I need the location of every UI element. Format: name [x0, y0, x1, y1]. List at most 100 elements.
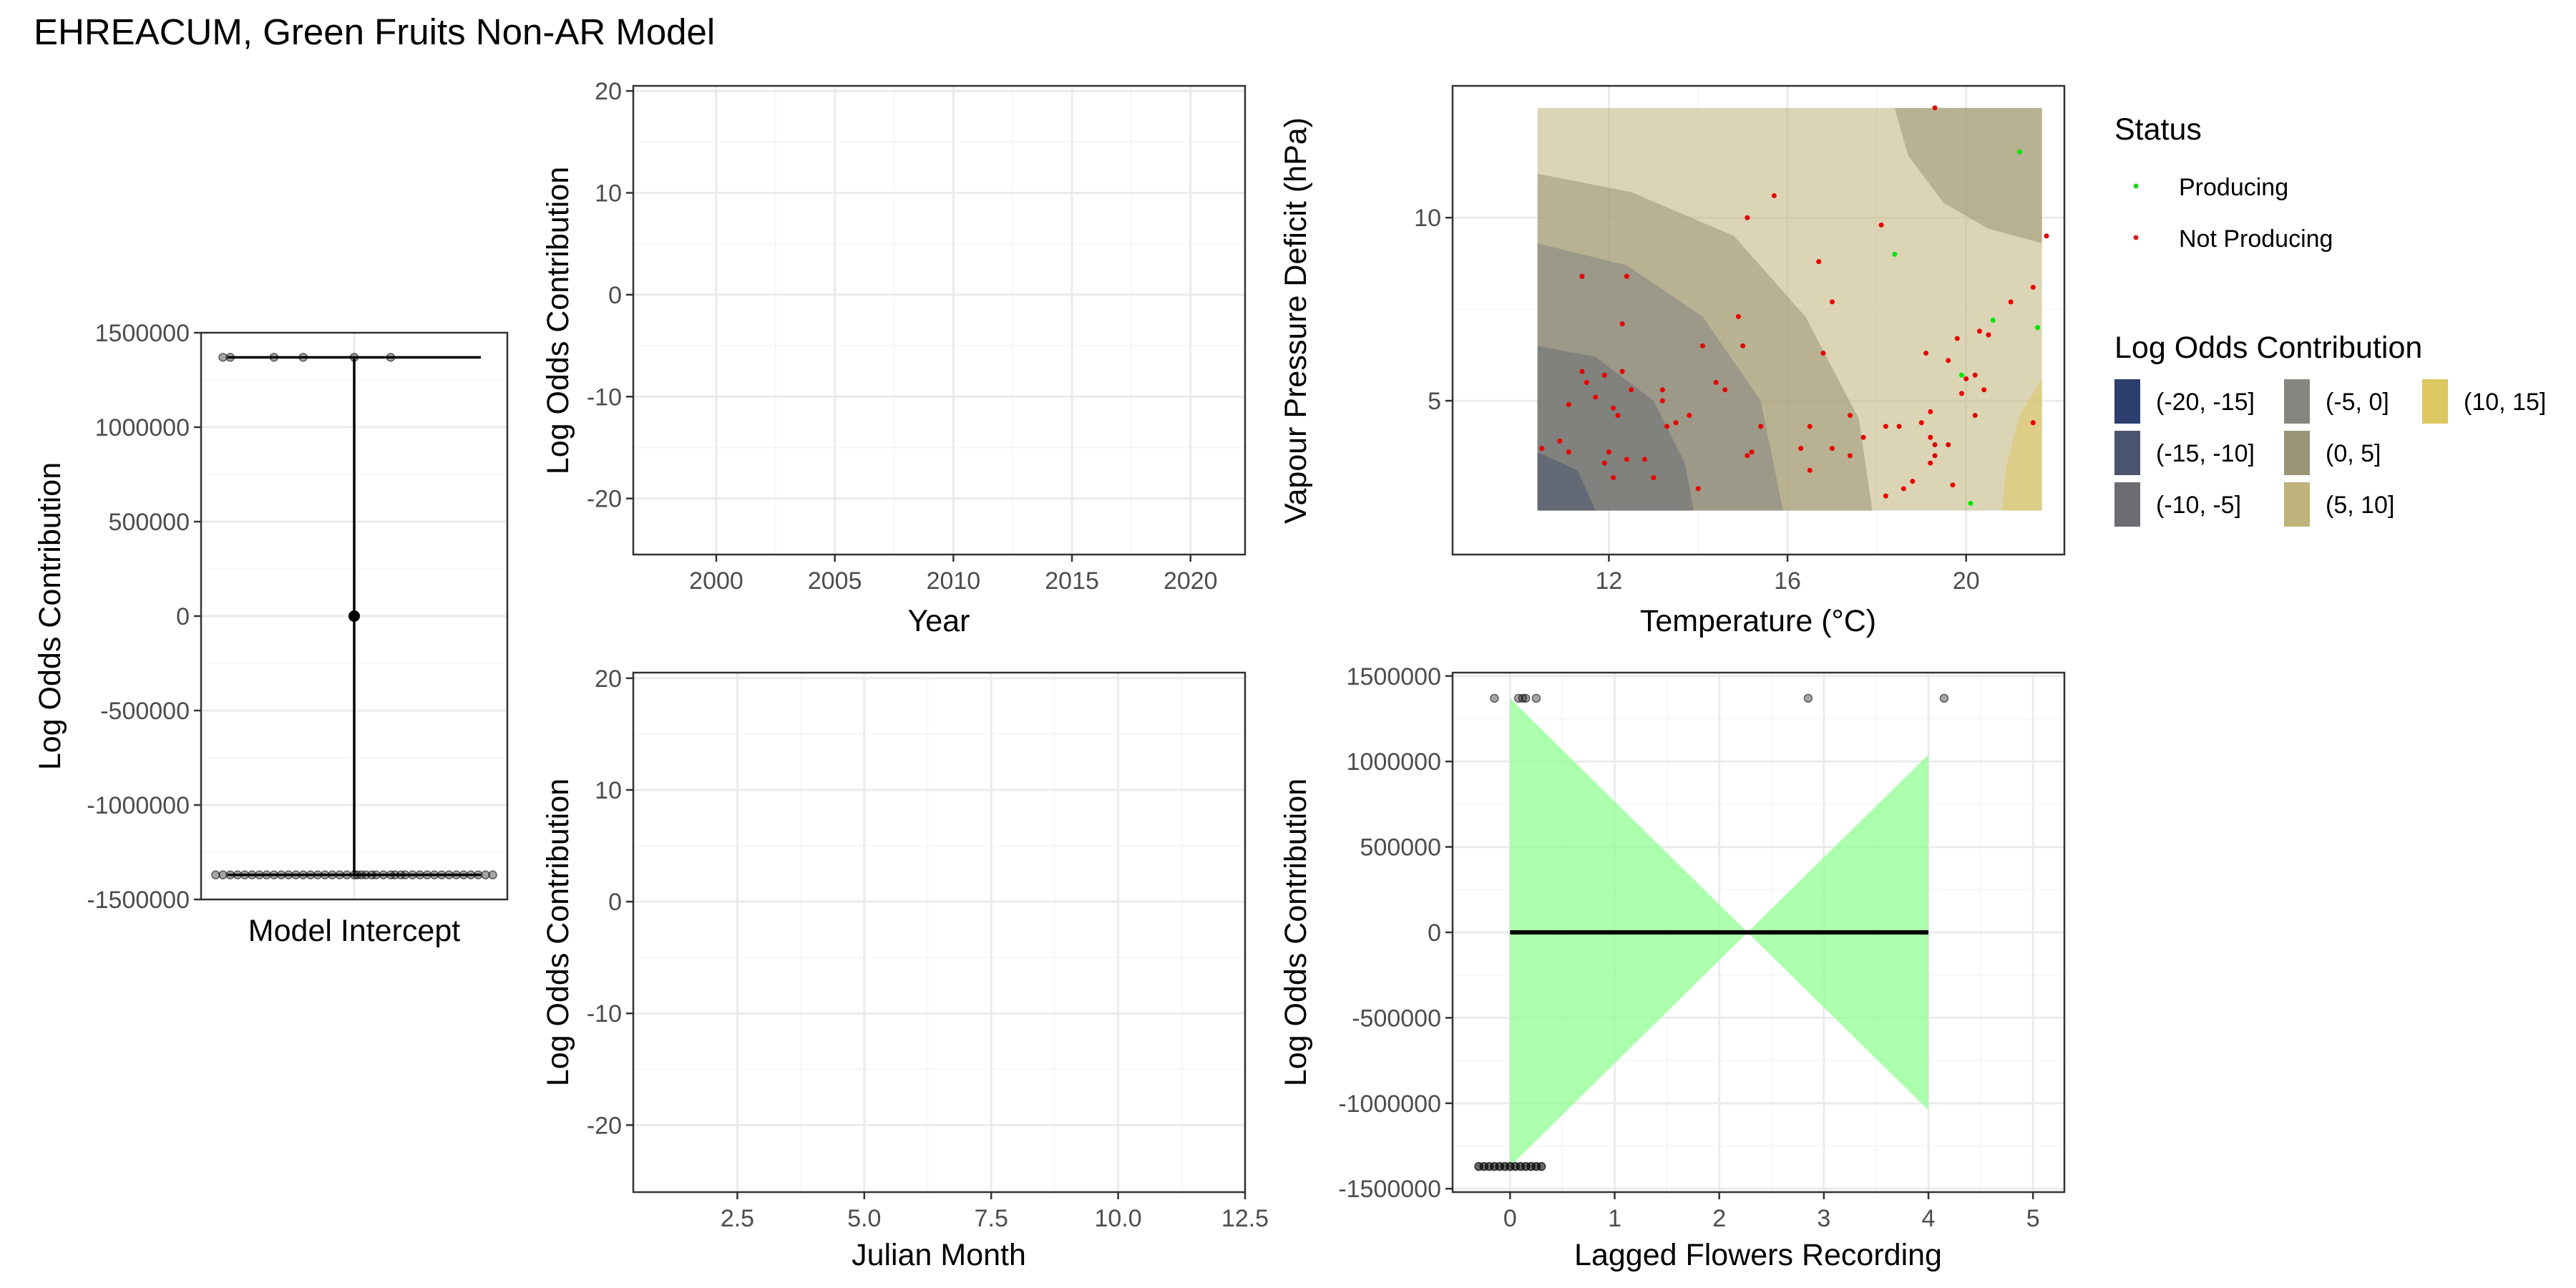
data-point — [276, 870, 286, 879]
data-point — [481, 870, 490, 879]
data-point — [444, 870, 454, 879]
y-tick-label: 0 — [176, 603, 190, 630]
point-not-producing — [1722, 387, 1728, 393]
legend-fill-key — [2114, 482, 2140, 527]
data-point — [1803, 693, 1813, 703]
x-tick-label: 2020 — [1163, 567, 1218, 595]
data-point — [269, 870, 279, 879]
point-producing — [1990, 318, 1996, 323]
point-not-producing — [1611, 475, 1616, 481]
legend-status-key — [2133, 235, 2139, 240]
y-tick-label: 10 — [595, 180, 622, 208]
point-not-producing — [1918, 420, 1924, 426]
data-point — [1939, 693, 1949, 703]
panel-julian-month-grid — [633, 673, 1246, 1192]
y-tick-label: -500000 — [1352, 1005, 1441, 1032]
point-not-producing — [2008, 299, 2014, 305]
point-not-producing — [1954, 336, 1960, 341]
point-not-producing — [1619, 369, 1625, 374]
x-tick-label: 2015 — [1045, 567, 1099, 595]
contour-band-10-15 — [2001, 379, 2042, 511]
point-not-producing — [1923, 351, 1929, 356]
x-tick-label: 2005 — [808, 567, 862, 595]
point-producing — [1892, 251, 1898, 257]
point-not-producing — [1847, 453, 1853, 459]
point-not-producing — [1539, 446, 1545, 452]
legend-status-label: Not Producing — [2179, 225, 2333, 253]
data-point — [218, 870, 228, 879]
x-tick-label: 3 — [1817, 1205, 1830, 1232]
figure-title: EHREACUM, Green Fruits Non-AR Model — [34, 11, 715, 52]
panel-julian-month-border — [632, 671, 1246, 1194]
panel-intercept: -1500000 -1000000 -500000 0 500000 1000000 150… — [33, 320, 509, 948]
data-point — [262, 870, 271, 879]
point-not-producing — [1896, 424, 1902, 429]
point-not-producing — [1883, 493, 1888, 499]
point-not-producing — [1606, 449, 1611, 455]
point-not-producing — [1986, 332, 1991, 338]
data-point — [488, 870, 497, 879]
contour-band-lower-3 — [1537, 452, 1596, 511]
point-not-producing — [1932, 105, 1938, 111]
data-point — [233, 870, 243, 879]
legend-status-key — [2133, 183, 2139, 189]
data-point — [1521, 693, 1531, 703]
panel-year-ylabel: Log Odds Contribution — [541, 167, 575, 474]
panel-julian-month-ylabel: Log Odds Contribution — [541, 779, 575, 1086]
y-tick-label: 0 — [608, 282, 622, 309]
point-not-producing — [1946, 358, 1951, 364]
legend: Status Producing Not Producing Log Odds C… — [2114, 112, 2546, 527]
panel-temperature-vpd-ylabel: Vapour Pressure Deficit (hPa) — [1279, 117, 1313, 524]
panel-intercept-marks — [211, 353, 497, 879]
point-not-producing — [1699, 343, 1705, 348]
point-not-producing — [1910, 479, 1916, 484]
point-not-producing — [1695, 486, 1701, 492]
data-point — [298, 870, 308, 879]
y-tick-label: 5 — [1428, 388, 1441, 415]
point-not-producing — [1593, 394, 1599, 400]
y-tick-label: -10 — [587, 1000, 622, 1028]
panel-lagged-flowers: 0 1 2 3 4 5 -1500000 -1000000 -500000 0 500000 1000… — [1279, 663, 2066, 1272]
y-tick-label: -1500000 — [87, 887, 190, 914]
data-point — [1518, 693, 1528, 703]
x-tick-label: 5.0 — [847, 1205, 881, 1232]
point-not-producing — [1829, 299, 1835, 305]
data-point — [437, 870, 447, 879]
legend-fill-label: (0, 5] — [2326, 440, 2381, 467]
point-not-producing — [1958, 391, 1964, 396]
panel-lagged-flowers-ylabel: Log Odds Contribution — [1279, 779, 1313, 1086]
data-point — [320, 870, 330, 879]
point-not-producing — [1745, 215, 1750, 220]
x-tick-label: 0 — [1503, 1205, 1517, 1232]
point-not-producing — [1829, 446, 1835, 452]
data-point — [429, 870, 439, 879]
legend-fill-key — [2284, 431, 2310, 475]
point-not-producing — [2044, 233, 2049, 239]
point-not-producing — [1740, 343, 1746, 348]
data-point — [1536, 1161, 1546, 1171]
point-not-producing — [1901, 486, 1906, 492]
data-point — [225, 870, 235, 879]
point-not-producing — [1611, 405, 1616, 411]
data-point — [452, 870, 461, 879]
legend-fill-key — [2422, 379, 2448, 424]
contour-band-upper-right — [1894, 107, 2042, 244]
point-not-producing — [2030, 420, 2036, 426]
panel-year: 2000 2005 2010 2015 2020 -20 -10 0 10 20 Year Log… — [541, 78, 1246, 638]
legend-fill-key — [2114, 379, 2140, 424]
point-not-producing — [1673, 420, 1679, 426]
y-tick-label: -1000000 — [1338, 1091, 1441, 1118]
panel-temperature-vpd-ticks: 12 16 20 5 10 — [1414, 205, 1979, 595]
panel-julian-month-ticks: 2.5 5.0 7.5 10.0 12.5 -20 -10 0 10 20 — [587, 665, 1269, 1232]
point-not-producing — [1713, 379, 1719, 385]
data-point — [211, 870, 220, 879]
data-point — [349, 353, 359, 362]
legend-fill-key — [2284, 379, 2310, 424]
point-not-producing — [1972, 413, 1978, 419]
point-not-producing — [1659, 387, 1665, 393]
data-point — [306, 870, 316, 879]
legend-fill-label: (5, 10] — [2326, 492, 2394, 519]
legend-status-title: Status — [2114, 112, 2202, 147]
point-not-producing — [1601, 372, 1607, 378]
